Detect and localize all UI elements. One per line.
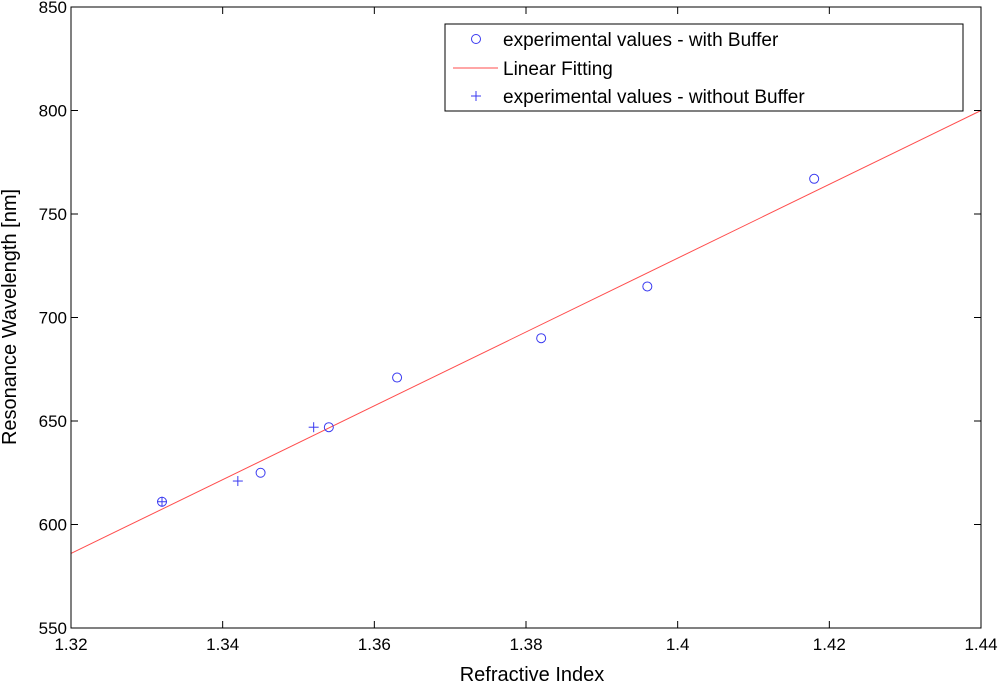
x-tick-label: 1.44: [964, 635, 997, 654]
y-tick-label: 700: [39, 309, 67, 328]
x-axis-title: Refractive Index: [460, 664, 605, 682]
x-tick-label: 1.38: [509, 635, 542, 654]
x-tick-label: 1.34: [206, 635, 239, 654]
data-point-with-buffer: [323, 422, 334, 433]
y-axis-ticks: 550 600 650 700 750 800 850: [39, 0, 981, 638]
linear-fit-line: [70, 110, 982, 554]
legend-label: experimental values - with Buffer: [503, 30, 779, 51]
data-point-without-buffer: [308, 422, 319, 433]
y-tick-label: 550: [39, 619, 67, 638]
legend-label: experimental values - without Buffer: [503, 87, 805, 108]
y-tick-label: 850: [39, 0, 67, 17]
legend-label: Linear Fitting: [503, 59, 613, 80]
x-tick-label: 1.42: [813, 635, 846, 654]
data-point-with-buffer: [642, 281, 653, 292]
x-tick-label: 1.32: [54, 635, 87, 654]
y-axis-title: Resonance Wavelength [nm]: [0, 189, 21, 445]
data-point-with-buffer: [809, 173, 820, 184]
legend-entry: experimental values - with Buffer: [471, 30, 779, 51]
y-tick-label: 600: [39, 516, 67, 535]
x-tick-label: 1.4: [666, 635, 690, 654]
legend-entry: Linear Fitting: [453, 59, 613, 80]
data-point-with-buffer: [392, 372, 403, 383]
fit-line-layer: [70, 110, 982, 554]
markers-layer: [157, 173, 820, 507]
legend-plus-marker: [471, 91, 481, 101]
data-point-with-buffer: [536, 333, 547, 344]
data-point-without-buffer: [157, 496, 167, 507]
legend: experimental values - with Buffer Linear …: [444, 23, 964, 112]
legend-box: [444, 23, 964, 112]
legend-entry: experimental values - without Buffer: [471, 87, 805, 108]
y-tick-label: 750: [39, 205, 67, 224]
data-point-without-buffer: [232, 476, 243, 487]
legend-items: experimental values - with Buffer Linear …: [453, 30, 805, 108]
data-point-with-buffer: [255, 467, 266, 478]
y-tick-label: 650: [39, 412, 67, 431]
y-tick-label: 800: [39, 102, 67, 121]
x-tick-label: 1.36: [358, 635, 391, 654]
legend-circle-marker: [471, 34, 481, 44]
x-axis-ticks: 1.32 1.34 1.36 1.38 1.4 1.42 1.44: [54, 7, 998, 654]
